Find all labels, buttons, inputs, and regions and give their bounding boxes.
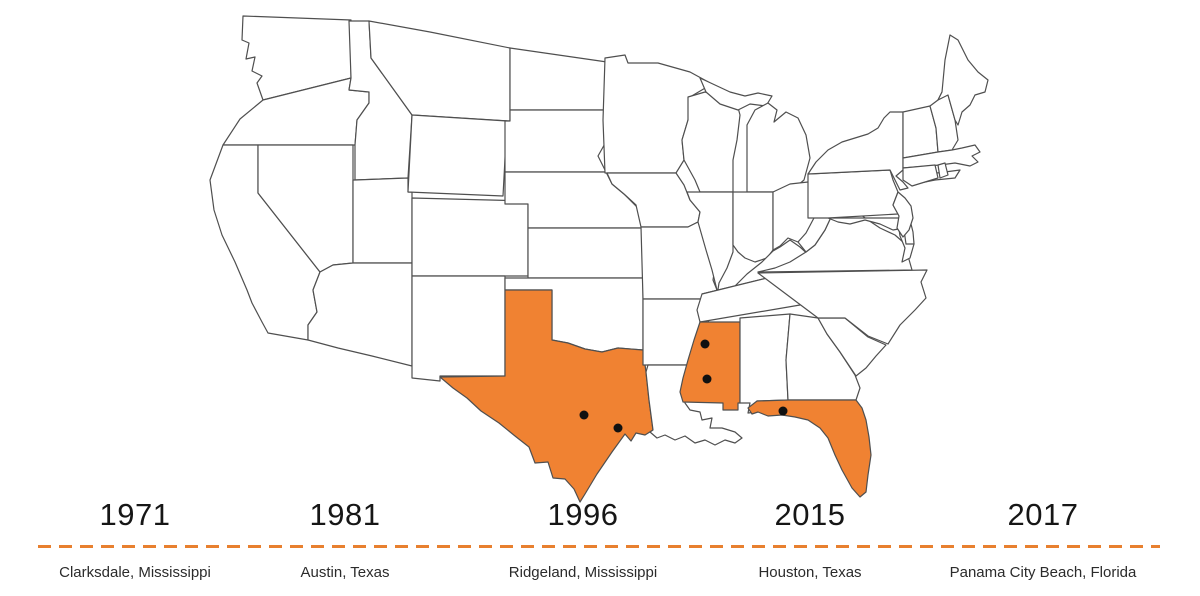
state-indiana	[732, 191, 774, 263]
state-south-dakota	[504, 109, 608, 173]
state-utah	[352, 177, 413, 264]
state-louisiana	[645, 364, 743, 446]
timeline-year: 1996	[547, 497, 619, 532]
state-rhode-island	[937, 162, 949, 179]
state-new-mexico	[411, 275, 506, 382]
timeline-location: Clarksdale, Mississippi	[59, 564, 211, 581]
state-maine	[937, 34, 989, 126]
state-texas	[439, 289, 654, 503]
city-marker	[778, 406, 788, 416]
state-north-carolina	[757, 269, 928, 345]
timeline-location: Ridgeland, Mississippi	[508, 564, 658, 581]
timeline-year: 2017	[1007, 497, 1079, 532]
state-north-dakota	[509, 47, 608, 111]
city-markers-layer	[579, 339, 788, 433]
timeline-year: 2015	[774, 497, 846, 532]
state-pennsylvania	[807, 169, 899, 219]
city-marker	[700, 339, 710, 349]
state-michigan-upper-peninsula	[699, 77, 773, 111]
state-alabama	[739, 313, 791, 414]
timeline-location: Houston, Texas	[758, 564, 862, 581]
city-marker	[702, 374, 712, 384]
state-michigan	[746, 102, 811, 193]
state-florida	[747, 399, 872, 498]
state-arizona	[307, 262, 413, 367]
states-layer	[209, 15, 989, 503]
city-marker	[613, 423, 623, 433]
timeline-year: 1971	[99, 497, 171, 532]
state-connecticut	[902, 164, 939, 187]
state-new-york	[807, 111, 909, 191]
timeline-location: Panama City Beach, Florida	[949, 564, 1137, 581]
city-marker	[579, 410, 589, 420]
state-wyoming	[407, 114, 508, 197]
state-new-jersey	[892, 191, 914, 238]
timeline-year: 1981	[309, 497, 381, 532]
timeline-divider	[38, 545, 1160, 548]
state-kansas	[527, 227, 651, 279]
timeline-location: Austin, Texas	[300, 564, 390, 581]
state-colorado	[411, 197, 529, 277]
